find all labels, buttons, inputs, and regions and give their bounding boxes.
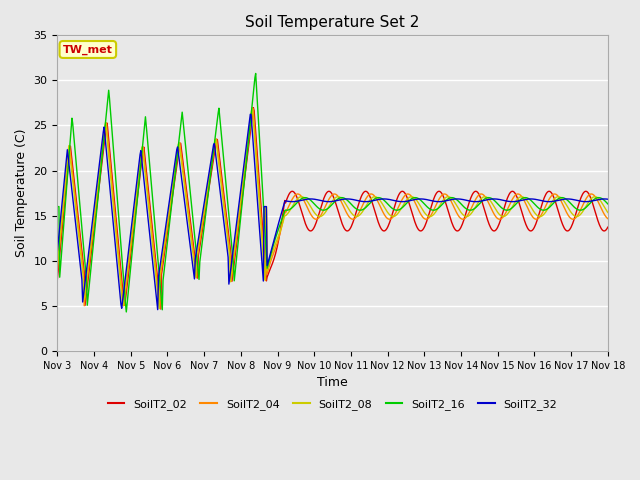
SoilT2_02 [177,140,184,146]
SoilT2_04 [156,306,164,312]
SoilT2_08 [156,306,163,312]
SoilT2_08 [248,105,256,111]
SoilT2_02 [401,191,409,196]
SoilT2_16 [252,71,259,76]
SoilT2_16 [120,282,128,288]
Line: SoilT2_32: SoilT2_32 [58,114,608,310]
SoilT2_32 [604,196,612,202]
Line: SoilT2_16: SoilT2_16 [58,73,608,312]
SoilT2_16 [63,175,71,180]
Line: SoilT2_04: SoilT2_04 [58,108,608,309]
SoilT2_08 [604,210,612,216]
SoilT2_02 [206,180,214,186]
SoilT2_16 [206,179,214,184]
SoilT2_04 [604,216,612,221]
SoilT2_08 [177,152,184,158]
SoilT2_08 [417,204,425,210]
SoilT2_32 [54,248,61,253]
SoilT2_02 [417,228,425,234]
SoilT2_16 [417,198,425,204]
SoilT2_16 [604,201,612,207]
SoilT2_32 [154,307,161,312]
SoilT2_04 [63,164,71,170]
SoilT2_08 [63,156,71,162]
SoilT2_02 [250,105,257,110]
SoilT2_02 [157,306,164,312]
SoilT2_32 [177,168,184,174]
Line: SoilT2_02: SoilT2_02 [58,108,608,309]
SoilT2_16 [122,309,130,315]
Legend: SoilT2_02, SoilT2_04, SoilT2_08, SoilT2_16, SoilT2_32: SoilT2_02, SoilT2_04, SoilT2_08, SoilT2_… [103,395,562,415]
SoilT2_04 [54,268,61,274]
SoilT2_32 [120,286,128,292]
SoilT2_02 [604,224,612,230]
SoilT2_04 [417,212,425,217]
Title: Soil Temperature Set 2: Soil Temperature Set 2 [245,15,420,30]
SoilT2_16 [54,204,61,209]
SoilT2_32 [206,166,214,171]
SoilT2_02 [120,301,128,307]
SoilT2_08 [206,171,214,177]
SoilT2_32 [63,147,71,153]
SoilT2_04 [177,146,184,152]
SoilT2_16 [177,122,184,128]
SoilT2_32 [246,111,254,117]
SoilT2_04 [206,176,214,181]
SoilT2_04 [249,105,257,111]
SoilT2_16 [401,202,409,208]
SoilT2_04 [120,303,128,309]
SoilT2_02 [63,172,71,178]
SoilT2_04 [401,192,409,198]
X-axis label: Time: Time [317,376,348,389]
SoilT2_08 [401,199,409,205]
SoilT2_32 [417,196,425,202]
SoilT2_02 [54,276,61,282]
SoilT2_32 [401,199,409,204]
Line: SoilT2_08: SoilT2_08 [58,108,608,309]
Y-axis label: Soil Temperature (C): Soil Temperature (C) [15,129,28,257]
SoilT2_08 [54,261,61,266]
SoilT2_08 [120,297,128,302]
Text: TW_met: TW_met [63,44,113,55]
